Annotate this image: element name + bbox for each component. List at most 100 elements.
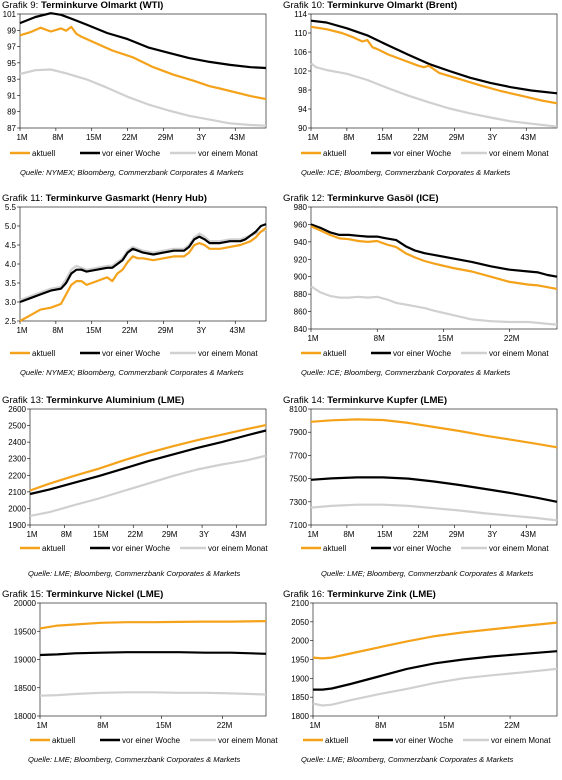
x-tick-label: 43M xyxy=(231,530,247,539)
series-line-month xyxy=(312,667,558,707)
series-line-aktuell xyxy=(310,225,558,290)
y-tick-label: 2300 xyxy=(8,455,26,464)
legend-label-month: vor einem Monat xyxy=(198,349,258,358)
y-tick-label: 2100 xyxy=(291,599,309,608)
y-tick-label: 840 xyxy=(294,325,308,334)
y-tick-label: 920 xyxy=(294,255,308,264)
chart-title: Grafik 15: Terminkurve Nickel (LME) xyxy=(2,589,163,600)
legend-label-aktuell: aktuell xyxy=(323,149,346,158)
y-tick-label: 19500 xyxy=(14,627,37,636)
chart-title-text: Terminkurve Olmarkt (Brent) xyxy=(327,0,458,11)
y-tick-label: 4.5 xyxy=(5,241,17,250)
chart-title-text: Terminkurve Olmarkt (WTI) xyxy=(40,0,164,11)
y-tick-label: 8100 xyxy=(289,405,307,414)
legend-label-month: vor einem Monat xyxy=(198,149,258,158)
chart-number: Grafik 16: xyxy=(283,589,325,600)
x-tick-label: 1M xyxy=(16,326,27,335)
legend-label-week: vor einer Woche xyxy=(102,349,161,358)
x-tick-label: 15M xyxy=(438,334,454,343)
y-tick-label: 1800 xyxy=(291,712,309,721)
y-tick-label: 98 xyxy=(298,86,307,95)
y-tick-label: 90 xyxy=(298,124,307,133)
legend-label-aktuell: aktuell xyxy=(52,736,75,745)
y-tick-label: 980 xyxy=(294,203,308,212)
legend-label-month: vor einem Monat xyxy=(489,149,549,158)
legend-label-aktuell: aktuell xyxy=(325,736,348,745)
series-line-week xyxy=(29,429,267,496)
chart-number: Grafik 10: xyxy=(283,0,325,11)
y-tick-label: 95 xyxy=(7,59,16,68)
x-tick-label: 1M xyxy=(307,530,318,539)
x-tick-label: 1M xyxy=(16,133,27,142)
chart-title-text: Terminkurve Gasmarkt (Henry Hub) xyxy=(45,193,207,204)
x-tick-label: 43M xyxy=(520,133,536,142)
x-tick-label: 43M xyxy=(520,530,536,539)
x-tick-label: 15M xyxy=(377,133,393,142)
y-tick-label: 20000 xyxy=(14,599,37,608)
series-line-aktuell xyxy=(310,25,558,105)
chart-title: Grafik 16: Terminkurve Zink (LME) xyxy=(283,589,436,600)
x-tick-label: 8M xyxy=(343,530,354,539)
series-line-aktuell xyxy=(19,25,267,101)
y-tick-label: 2000 xyxy=(8,504,26,513)
chart-number: Grafik 9: xyxy=(2,0,39,11)
legend-label-month: vor einem Monat xyxy=(489,349,549,358)
plot-frame xyxy=(310,408,558,526)
series-line-week xyxy=(313,650,558,691)
series-line-month xyxy=(29,454,267,517)
chart-number: Grafik 12: xyxy=(283,193,325,204)
legend-label-aktuell: aktuell xyxy=(32,149,55,158)
chart-number: Grafik 14: xyxy=(283,395,325,406)
y-tick-label: 880 xyxy=(294,290,308,299)
y-tick-label: 5.0 xyxy=(5,222,17,231)
series-line-month xyxy=(19,228,267,302)
x-tick-label: 3Y xyxy=(196,326,206,335)
y-tick-label: 2050 xyxy=(291,618,309,627)
x-tick-label: 1M xyxy=(26,530,37,539)
y-tick-label: 940 xyxy=(294,238,308,247)
x-tick-label: 15M xyxy=(86,326,102,335)
chart-source: Quelle: NYMEX; Bloomberg, Commerzbank Co… xyxy=(20,368,244,377)
chart-number: Grafik 15: xyxy=(2,589,44,600)
x-tick-label: 8M xyxy=(374,334,385,343)
y-tick-label: 5.5 xyxy=(5,203,17,212)
chart-number: Grafik 13: xyxy=(2,395,44,406)
series-line-month xyxy=(310,503,558,522)
y-tick-label: 3.0 xyxy=(5,298,17,307)
chart-source: Quelle: LME; Bloomberg, Commerzbank Corp… xyxy=(301,755,514,764)
x-tick-label: 8M xyxy=(375,721,386,730)
chart-title: Grafik 14: Terminkurve Kupfer (LME) xyxy=(283,395,447,406)
x-tick-label: 15M xyxy=(86,133,102,142)
legend-label-aktuell: aktuell xyxy=(42,544,65,553)
chart-title: Grafik 11: Terminkurve Gasmarkt (Henry H… xyxy=(2,193,207,204)
y-tick-label: 110 xyxy=(294,29,307,38)
y-tick-label: 7900 xyxy=(289,428,307,437)
y-tick-label: 2600 xyxy=(8,405,26,414)
x-tick-label: 3Y xyxy=(487,530,497,539)
x-tick-label: 15M xyxy=(93,530,109,539)
chart-panel: Grafik 14: Terminkurve Kupfer (LME) 8100 7… xyxy=(281,395,562,586)
plot-frame xyxy=(29,408,267,526)
series-line-week xyxy=(19,223,267,304)
y-tick-label: 99 xyxy=(7,26,16,35)
y-tick-label: 19000 xyxy=(14,656,37,665)
chart-title: Grafik 13: Terminkurve Aluminium (LME) xyxy=(2,395,184,406)
series-line-month xyxy=(19,68,267,127)
y-tick-label: 960 xyxy=(294,220,308,229)
y-tick-label: 102 xyxy=(294,67,308,76)
x-tick-label: 29M xyxy=(158,133,174,142)
y-tick-label: 106 xyxy=(294,48,308,57)
y-tick-label: 2100 xyxy=(8,488,26,497)
series-line-week xyxy=(310,476,558,503)
series-line-month xyxy=(39,691,267,697)
chart-title: Grafik 10: Terminkurve Olmarkt (Brent) xyxy=(283,0,457,11)
chart-source: Quelle: LME; Bloomberg, Commerzbank Corp… xyxy=(28,569,241,578)
x-tick-label: 22M xyxy=(504,721,520,730)
y-tick-label: 1900 xyxy=(8,521,26,530)
y-tick-label: 91 xyxy=(7,91,16,100)
x-tick-label: 29M xyxy=(449,530,465,539)
